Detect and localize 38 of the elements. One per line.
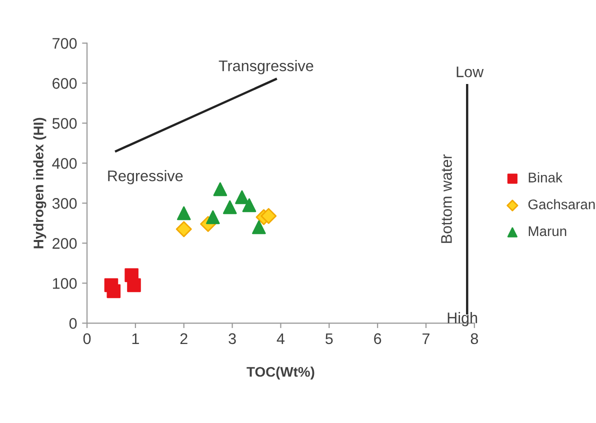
x-tick-label: 5 [326,333,333,344]
legend-label: Gachsaran [528,199,595,210]
x-tick-label: 7 [422,333,430,344]
legend-label: Marun [528,226,566,236]
y-tick-label: 0 [69,318,77,329]
y-axis-title: Hydrogen index (HI) [33,118,46,248]
annotation: Regressive [108,170,183,184]
point [222,200,237,214]
y-tick-label: 200 [52,238,77,249]
point [235,190,249,204]
point [260,208,277,224]
x-tick-label: 2 [180,333,188,344]
y-tick-label: 600 [52,78,77,89]
x-axis-title: TOC(Wt%) [246,366,314,380]
x-tick-label: 4 [276,333,285,344]
y-tick-label: 400 [52,158,77,169]
point [213,182,228,196]
y-tick-label: 500 [52,118,77,129]
point [252,220,266,234]
x-tick-label: 3 [228,333,236,344]
annotation: High [448,312,478,326]
x-tick-label: 0 [83,333,91,344]
point [206,210,220,224]
x-tick-label: 6 [374,333,382,344]
y-tick-label: 300 [52,198,77,209]
annotation: Transgressive [218,60,314,74]
y-tick-label: 100 [52,278,77,289]
point [106,284,121,298]
y-tick-label: 700 [52,38,77,49]
annotation: Low [456,66,484,78]
annotation: Bottom water [441,154,452,243]
x-tick-label: 8 [470,333,478,344]
point [127,278,141,292]
x-tick-label: 1 [132,333,139,344]
point [176,206,191,220]
point [176,221,192,238]
legend-label: Binak [528,172,562,182]
point [242,198,256,212]
